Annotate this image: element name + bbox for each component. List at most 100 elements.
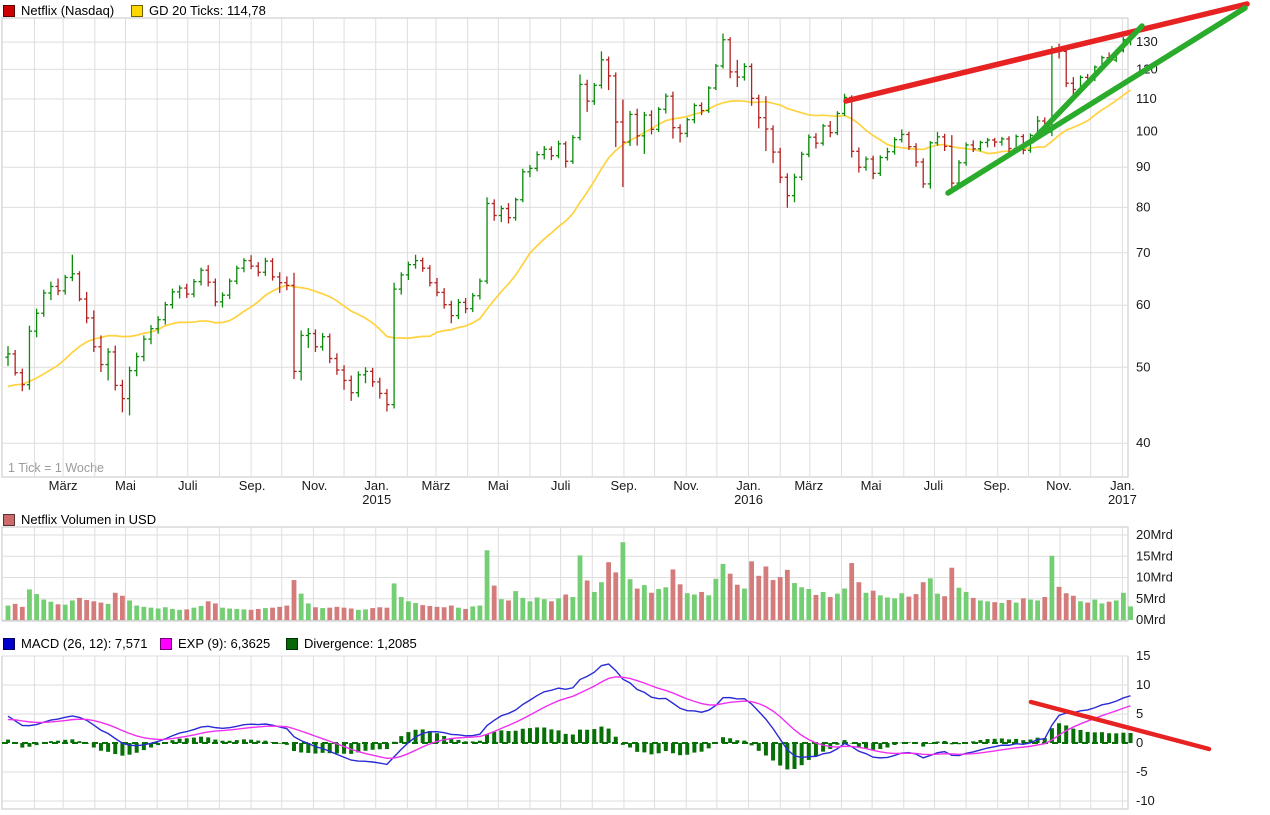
gd20-series-label: GD 20 Ticks: 114,78 [149, 3, 266, 18]
divergence-bar [98, 743, 103, 751]
divergence-bar [663, 743, 668, 751]
volume-bar [856, 582, 862, 620]
price-axis-label: 100 [1136, 123, 1158, 138]
volume-bar [756, 575, 762, 620]
volume-bar [1128, 606, 1133, 620]
divergence-bar [127, 743, 132, 755]
volume-bar [12, 603, 18, 620]
volume-bar [1121, 592, 1126, 620]
divergence-bar [284, 743, 289, 745]
volume-bar [248, 609, 254, 620]
divergence-bar [606, 728, 611, 743]
volume-bar [341, 607, 347, 620]
divergence-bar [499, 730, 504, 743]
divergence-bar [542, 727, 547, 743]
x-axis-month-label: Nov. [1046, 478, 1072, 493]
divergence-bar [749, 743, 754, 746]
divergence-bar [48, 741, 53, 743]
volume-bar [220, 607, 225, 620]
volume-bar [570, 597, 576, 620]
divergence-bar [563, 733, 568, 743]
divergence-bar [313, 743, 318, 754]
volume-bar [34, 594, 39, 620]
price-axis-label: 110 [1136, 91, 1157, 106]
price-axis-label: 130 [1136, 34, 1158, 49]
pane-border [1, 17, 1129, 478]
volume-axis-label: 5Mrd [1136, 591, 1166, 606]
volume-bar [663, 587, 669, 620]
volume-bar [177, 609, 182, 620]
volume-bar [69, 600, 75, 620]
divergence-bar [527, 728, 532, 743]
divergence-bar [613, 736, 618, 743]
trendline-annotation [945, 5, 1248, 196]
divergence-bar [56, 740, 61, 743]
divergence-bar [156, 743, 161, 746]
divergence-bar [241, 739, 246, 743]
divergence-bar [191, 737, 196, 743]
trendline-annotation [1028, 699, 1212, 752]
divergence-bar [899, 742, 904, 744]
x-axis-month-label: Juli [924, 478, 944, 493]
divergence-bar [642, 743, 647, 753]
divergence-bar [713, 743, 718, 744]
volume-bar [291, 580, 297, 620]
volume-bar [1049, 555, 1055, 620]
divergence-bar [706, 743, 711, 749]
x-axis-month-label: März [49, 478, 78, 493]
volume-bar [241, 609, 247, 620]
volume-bar [48, 601, 54, 620]
divergence-bar [799, 743, 804, 766]
volume-bar [749, 561, 754, 620]
volume-series-label: Netflix Volumen in USD [21, 512, 157, 527]
volume-bar [591, 591, 597, 620]
divergence-bar [721, 737, 725, 743]
divergence-bar [556, 730, 561, 743]
volume-bar [992, 602, 998, 620]
divergence-bar [999, 738, 1004, 743]
volume-bar [263, 608, 268, 620]
divergence-bar [864, 743, 868, 749]
divergence-bar [735, 740, 740, 743]
divergence-bar [306, 743, 311, 753]
divergence-bar [70, 739, 75, 743]
volume-bar [377, 607, 383, 620]
exp-series-swatch [160, 637, 172, 650]
divergence-bar [1042, 738, 1047, 743]
volume-bar [112, 592, 118, 620]
volume-bar [334, 606, 340, 620]
volume-bar [963, 591, 969, 620]
volume-bar [727, 573, 733, 620]
volume-axis-label: 10Mrd [1136, 570, 1173, 585]
divergence-bar [199, 736, 204, 743]
volume-bar [670, 569, 676, 620]
volume-bar [484, 550, 490, 620]
divergence-bar [914, 743, 919, 744]
volume-bar [27, 589, 32, 620]
divergence-bar [678, 743, 683, 756]
volume-legend: Netflix Volumen in USD [3, 512, 157, 527]
divergence-bar [649, 743, 654, 755]
divergence-bar [856, 743, 861, 747]
divergence-bar [971, 741, 976, 743]
volume-bar [634, 588, 640, 620]
volume-bar [441, 607, 447, 620]
divergence-bar [506, 731, 511, 743]
divergence-bar [227, 740, 232, 743]
divergence-bar [77, 741, 82, 743]
divergence-bar [728, 738, 733, 743]
volume-bar [549, 601, 554, 620]
volume-bar [1013, 602, 1019, 620]
volume-bar [420, 605, 426, 620]
volume-bar [91, 601, 97, 620]
macd-legend-divergence: Divergence: 1,2085 [286, 636, 417, 651]
volume-bar [706, 595, 712, 620]
volume-bar [742, 588, 747, 620]
volume-bar [863, 592, 869, 620]
divergence-bar [549, 729, 554, 743]
volume-bar [978, 600, 983, 620]
volume-bar [534, 597, 540, 620]
divergence-bar [1049, 728, 1054, 743]
volume-bar [627, 579, 633, 620]
divergence-bar [985, 739, 990, 743]
